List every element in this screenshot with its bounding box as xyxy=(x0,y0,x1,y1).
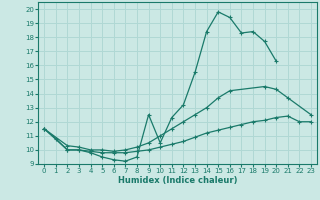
X-axis label: Humidex (Indice chaleur): Humidex (Indice chaleur) xyxy=(118,176,237,185)
